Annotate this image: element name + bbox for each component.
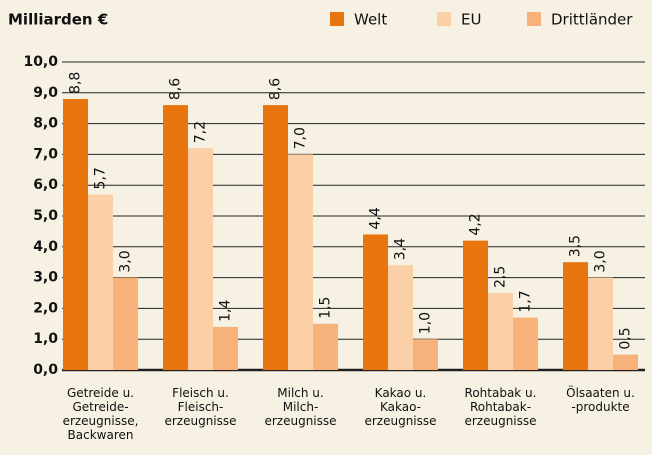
- y-tick-label: 10,0: [23, 54, 58, 70]
- legend-label: Drittländer: [551, 11, 633, 29]
- y-tick-label: 2,0: [33, 300, 58, 316]
- value-label: 3,5: [568, 235, 584, 257]
- x-tick-label: Rohtabak u. Rohtabak- erzeugnisse: [464, 386, 537, 428]
- value-label: 8,8: [68, 72, 84, 94]
- y-tick-label: 7,0: [33, 146, 58, 162]
- bar: [163, 105, 188, 371]
- bar: [363, 234, 388, 370]
- x-tick-label: Ölsaaten u. -produkte: [566, 386, 635, 414]
- bar: [513, 317, 538, 370]
- bar: [113, 277, 138, 370]
- y-tick-label: 1,0: [33, 331, 58, 347]
- bar: [588, 277, 613, 370]
- y-tick-label: 3,0: [33, 270, 58, 286]
- legend-swatch: [527, 12, 541, 26]
- y-tick-label: 4,0: [33, 239, 58, 255]
- value-label: 1,7: [518, 290, 534, 312]
- y-tick-label: 8,0: [33, 116, 58, 132]
- bar: [213, 326, 238, 370]
- value-label: 2,5: [493, 266, 509, 288]
- x-tick-label: Fleisch u. Fleisch- erzeugnisse: [164, 386, 237, 428]
- legend-label: EU: [461, 11, 481, 29]
- bar: [488, 293, 513, 370]
- bar: [288, 154, 313, 370]
- bar: [463, 240, 488, 370]
- x-tick-label: Milch u. Milch- erzeugnisse: [264, 386, 337, 428]
- value-label: 1,0: [418, 312, 434, 334]
- value-label: 7,0: [293, 127, 309, 149]
- value-label: 1,4: [218, 300, 234, 322]
- value-label: 7,2: [193, 121, 209, 143]
- y-tick-label: 0,0: [33, 362, 58, 378]
- legend-swatch: [437, 12, 451, 26]
- bar: [388, 265, 413, 370]
- legend-label: Welt: [354, 11, 387, 29]
- value-label: 1,5: [318, 297, 334, 319]
- value-label: 4,4: [368, 207, 384, 229]
- bar: [263, 105, 288, 371]
- value-label: 0,5: [618, 327, 634, 349]
- bar: [413, 339, 438, 370]
- bar: [63, 98, 88, 371]
- bar: [613, 354, 638, 370]
- x-tick-label: Getreide u. Getreide- erzeugnisse, Backw…: [62, 386, 139, 442]
- chart-title: Milliarden €: [8, 11, 108, 29]
- value-label: 4,2: [468, 213, 484, 235]
- y-tick-label: 5,0: [33, 208, 58, 224]
- bar: [313, 323, 338, 370]
- bar: [563, 262, 588, 370]
- value-label: 8,6: [268, 78, 284, 100]
- legend-swatch: [330, 12, 344, 26]
- value-label: 3,0: [593, 250, 609, 272]
- value-label: 3,4: [393, 238, 409, 260]
- y-tick-label: 6,0: [33, 177, 58, 193]
- bar: [88, 194, 113, 370]
- value-label: 5,7: [93, 167, 109, 189]
- y-tick-label: 9,0: [33, 85, 58, 101]
- bar: [188, 148, 213, 370]
- x-tick-label: Kakao u. Kakao- erzeugnisse: [364, 386, 437, 428]
- value-label: 8,6: [168, 78, 184, 100]
- value-label: 3,0: [118, 250, 134, 272]
